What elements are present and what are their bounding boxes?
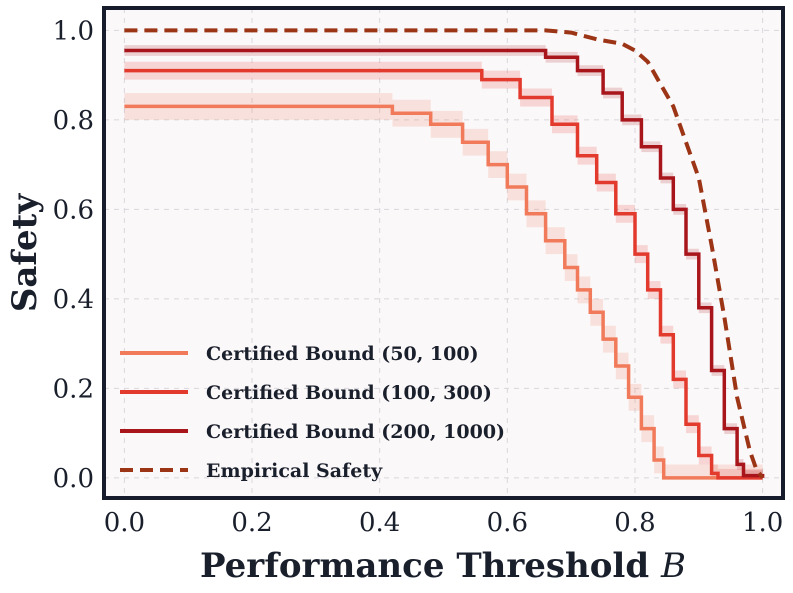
legend-label-2: Certified Bound (200, 1000)	[206, 421, 505, 443]
legend-label-0: Certified Bound (50, 100)	[206, 343, 479, 365]
legend: Certified Bound (50, 100) Certified Bound…	[120, 343, 505, 482]
y-tick-label: 0.0	[53, 464, 94, 494]
x-tick-label: 0.6	[487, 508, 528, 538]
x-tick-label: 1.0	[742, 508, 783, 538]
series-line-3	[124, 28, 765, 480]
plot-frame	[102, 6, 785, 500]
plot-background	[104, 8, 783, 498]
x-axis-title-text: Performance Threshold	[200, 546, 649, 586]
y-tick-label: 1.0	[53, 16, 94, 46]
legend-label-3: Empirical Safety	[206, 460, 383, 482]
grid	[104, 8, 783, 498]
y-tick-label: 0.2	[53, 374, 94, 404]
x-tick-labels: 0.0 0.2 0.4 0.6 0.8 1.0	[104, 508, 784, 538]
x-tick-label: 0.4	[359, 508, 400, 538]
x-axis-variable: B	[660, 546, 686, 586]
series-line-2	[124, 48, 765, 478]
y-tick-label: 0.8	[53, 106, 94, 136]
y-tick-label: 0.4	[53, 285, 94, 315]
x-tick-label: 0.2	[231, 508, 272, 538]
y-tick-labels: 0.0 0.2 0.4 0.6 0.8 1.0	[53, 16, 94, 493]
x-tick-label: 0.0	[104, 508, 145, 538]
y-tick-label: 0.6	[53, 195, 94, 225]
x-tick-label: 0.8	[614, 508, 655, 538]
series-lines	[124, 28, 765, 480]
legend-label-1: Certified Bound (100, 300)	[206, 382, 492, 404]
series-line-0	[124, 104, 763, 480]
series-line-1	[124, 68, 763, 480]
x-axis-title: Performance Threshold B	[200, 546, 686, 586]
y-axis-title: Safety	[5, 193, 45, 313]
